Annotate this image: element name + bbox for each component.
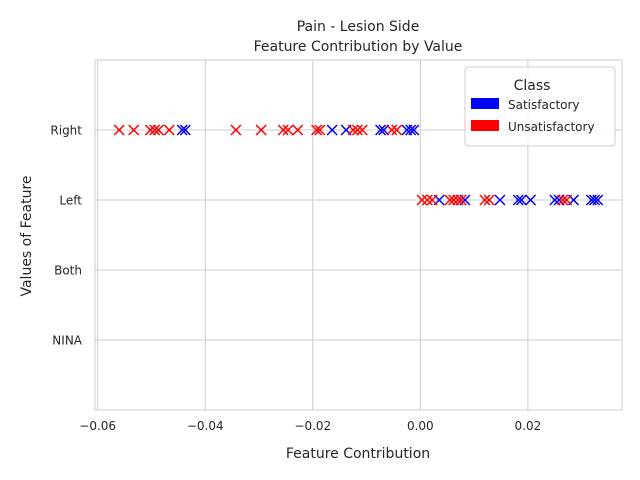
data-point-unsatisfactory — [128, 124, 140, 136]
y-tick-label: Right — [50, 124, 82, 138]
data-point-satisfactory — [592, 194, 604, 206]
legend-label-unsatisfactory: Unsatisfactory — [508, 120, 595, 134]
data-point-unsatisfactory — [452, 194, 464, 206]
y-axis-label: Values of Feature — [19, 175, 35, 296]
data-point-unsatisfactory — [421, 194, 433, 206]
data-point-satisfactory — [375, 124, 387, 136]
data-point-unsatisfactory — [149, 124, 161, 136]
data-point-unsatisfactory — [255, 124, 267, 136]
data-point-unsatisfactory — [311, 124, 323, 136]
data-point-unsatisfactory — [282, 124, 294, 136]
x-axis-label: Feature Contribution — [286, 446, 430, 462]
y-tick-label: NINA — [52, 334, 82, 348]
data-point-satisfactory — [408, 124, 420, 136]
data-point-satisfactory — [179, 124, 191, 136]
data-point-unsatisfactory — [152, 124, 164, 136]
data-point-unsatisfactory — [557, 194, 569, 206]
data-point-unsatisfactory — [113, 124, 125, 136]
data-point-satisfactory — [512, 194, 524, 206]
data-point-unsatisfactory — [347, 124, 359, 136]
data-point-unsatisfactory — [416, 194, 428, 206]
data-point-unsatisfactory — [356, 124, 368, 136]
y-tick-label: Both — [54, 264, 82, 278]
data-point-unsatisfactory — [444, 194, 456, 206]
data-point-unsatisfactory — [351, 124, 363, 136]
data-points — [113, 124, 604, 206]
data-point-satisfactory — [378, 124, 390, 136]
data-point-unsatisfactory — [479, 194, 491, 206]
legend-swatch-unsatisfactory — [471, 120, 499, 131]
x-tick-label: −0.04 — [187, 419, 224, 433]
x-tick-label: 0.02 — [515, 419, 542, 433]
data-point-unsatisfactory — [455, 194, 467, 206]
x-tick-label: 0.00 — [407, 419, 434, 433]
data-point-unsatisfactory — [426, 194, 438, 206]
data-point-unsatisfactory — [292, 124, 304, 136]
data-point-unsatisfactory — [314, 124, 326, 136]
data-point-satisfactory — [494, 194, 506, 206]
data-point-satisfactory — [549, 194, 561, 206]
data-point-unsatisfactory — [230, 124, 242, 136]
data-point-unsatisfactory — [561, 194, 573, 206]
data-point-unsatisfactory — [391, 124, 403, 136]
axis-ticks: −0.06 −0.04 −0.02 0.00 0.02 NINA Both Left Right — [50, 124, 541, 434]
legend-box — [464, 66, 616, 147]
data-point-unsatisfactory — [163, 124, 175, 136]
data-point-unsatisfactory — [483, 194, 495, 206]
legend-label-satisfactory: Satisfactory — [508, 98, 580, 112]
legend-swatch-satisfactory — [471, 98, 499, 109]
chart-subtitle: Feature Contribution by Value — [254, 39, 463, 55]
data-point-satisfactory — [176, 124, 188, 136]
data-point-unsatisfactory — [386, 124, 398, 136]
data-point-satisfactory — [525, 194, 537, 206]
data-point-satisfactory — [515, 194, 527, 206]
legend-title: Class — [514, 78, 551, 94]
data-point-satisfactory — [326, 124, 338, 136]
data-point-satisfactory — [405, 124, 417, 136]
x-tick-label: −0.06 — [79, 419, 116, 433]
data-point-unsatisfactory — [277, 124, 289, 136]
x-tick-label: −0.02 — [294, 419, 331, 433]
chart-title: Pain - Lesion Side — [297, 19, 420, 35]
data-point-satisfactory — [589, 194, 601, 206]
data-point-unsatisfactory — [144, 124, 156, 136]
y-tick-label: Left — [59, 194, 82, 208]
legend: Class Satisfactory Unsatisfactory — [464, 66, 616, 147]
